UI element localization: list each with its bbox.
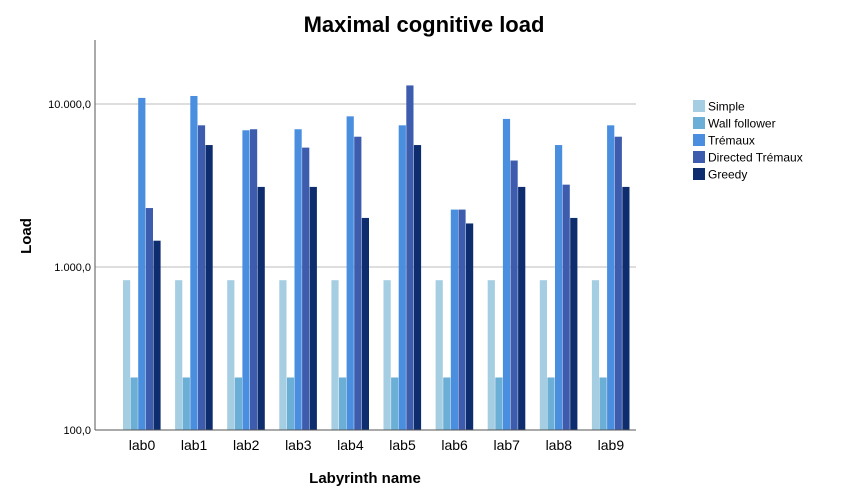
x-tick-label: lab7: [493, 437, 520, 453]
bar-lab4-0: [331, 280, 339, 430]
legend-label: Directed Trémaux: [708, 151, 803, 165]
bar-lab7-2: [502, 118, 511, 431]
legend-label: Wall follower: [708, 117, 776, 131]
bar-lab8-4: [570, 217, 578, 430]
bar-lab6-2: [450, 209, 458, 430]
bar-lab6-1: [443, 377, 451, 430]
legend-swatch: [693, 134, 705, 146]
x-tick-label: lab5: [389, 437, 416, 453]
bar-lab9-2: [607, 125, 615, 430]
bar-lab4-2: [346, 116, 354, 431]
bar-lab9-4: [622, 186, 630, 430]
bar-lab8-1: [547, 377, 555, 430]
bar-lab6-0: [435, 280, 443, 430]
bar-lab7-4: [518, 186, 526, 430]
y-tick-label: 10.000,0: [48, 99, 91, 111]
chart-title: Maximal cognitive load: [304, 12, 545, 37]
bar-lab9-3: [614, 136, 622, 430]
legend-label: Greedy: [708, 168, 747, 182]
bar-lab0-0: [123, 280, 131, 430]
bar-lab9-0: [591, 280, 600, 430]
bar-lab2-1: [234, 377, 242, 430]
bar-lab4-1: [339, 377, 347, 430]
legend-swatch: [693, 117, 705, 129]
bar-lab5-2: [398, 125, 406, 430]
bar-lab6-3: [458, 209, 466, 430]
bar-lab4-3: [354, 136, 362, 430]
x-tick-label: lab2: [233, 437, 260, 453]
legend-label: Simple: [708, 100, 745, 114]
x-tick-label: lab9: [598, 437, 625, 453]
x-tick-label: lab1: [181, 437, 208, 453]
bar-lab5-1: [391, 377, 399, 430]
x-axis-title: Labyrinth name: [309, 470, 421, 487]
y-tick-label: 100,0: [63, 425, 91, 437]
bar-lab1-0: [175, 280, 183, 430]
bar-lab5-3: [406, 85, 414, 430]
bar-lab3-0: [279, 280, 287, 430]
bar-lab1-1: [182, 377, 190, 430]
x-tick-label: lab3: [285, 437, 312, 453]
x-tick-labels: lab0 lab1 lab2 lab3 lab4 lab5 lab6 lab7 lab8 lab9: [129, 437, 625, 453]
bar-lab5-4: [413, 145, 422, 430]
legend-swatch: [693, 168, 705, 180]
bar-lab1-4: [205, 145, 213, 430]
bar-lab9-1: [599, 377, 607, 430]
legend-swatch: [693, 151, 705, 163]
bar-lab0-1: [130, 377, 138, 430]
bar-lab7-3: [510, 160, 518, 430]
y-axis-title: Load: [18, 218, 35, 254]
bar-lab2-2: [242, 130, 250, 431]
y-tick-labels: 100,0 1.000,0 10.000,0: [48, 99, 91, 437]
bar-lab3-3: [302, 147, 310, 430]
legend-swatch: [693, 100, 705, 112]
bar-lab0-2: [138, 97, 146, 431]
bar-lab2-3: [250, 129, 258, 430]
bar-lab7-0: [487, 280, 495, 430]
bar-lab7-1: [495, 377, 503, 430]
bar-lab0-3: [145, 208, 153, 430]
bar-lab3-1: [286, 377, 295, 430]
bar-lab1-2: [190, 95, 198, 430]
bar-lab8-0: [539, 280, 547, 430]
bar-lab2-4: [257, 186, 265, 430]
bar-lab6-4: [466, 223, 474, 430]
x-tick-label: lab8: [546, 437, 573, 453]
bar-lab3-2: [294, 129, 302, 430]
bar-lab8-3: [562, 184, 570, 430]
bar-lab2-0: [227, 280, 235, 430]
legend-label: Trémaux: [708, 134, 755, 148]
x-tick-label: lab0: [129, 437, 156, 453]
y-tick-label: 1.000,0: [54, 262, 91, 274]
x-tick-label: lab4: [337, 437, 364, 453]
bars: [123, 85, 630, 431]
bar-lab0-4: [153, 240, 161, 430]
x-tick-label: lab6: [441, 437, 468, 453]
bar-lab5-0: [383, 280, 391, 430]
bar-lab1-3: [197, 125, 206, 430]
bar-lab8-2: [555, 145, 563, 430]
bar-lab3-4: [309, 186, 317, 430]
bar-lab4-4: [361, 217, 369, 430]
legend: Simple Wall follower Trémaux Directed Tréma…: [693, 100, 803, 182]
